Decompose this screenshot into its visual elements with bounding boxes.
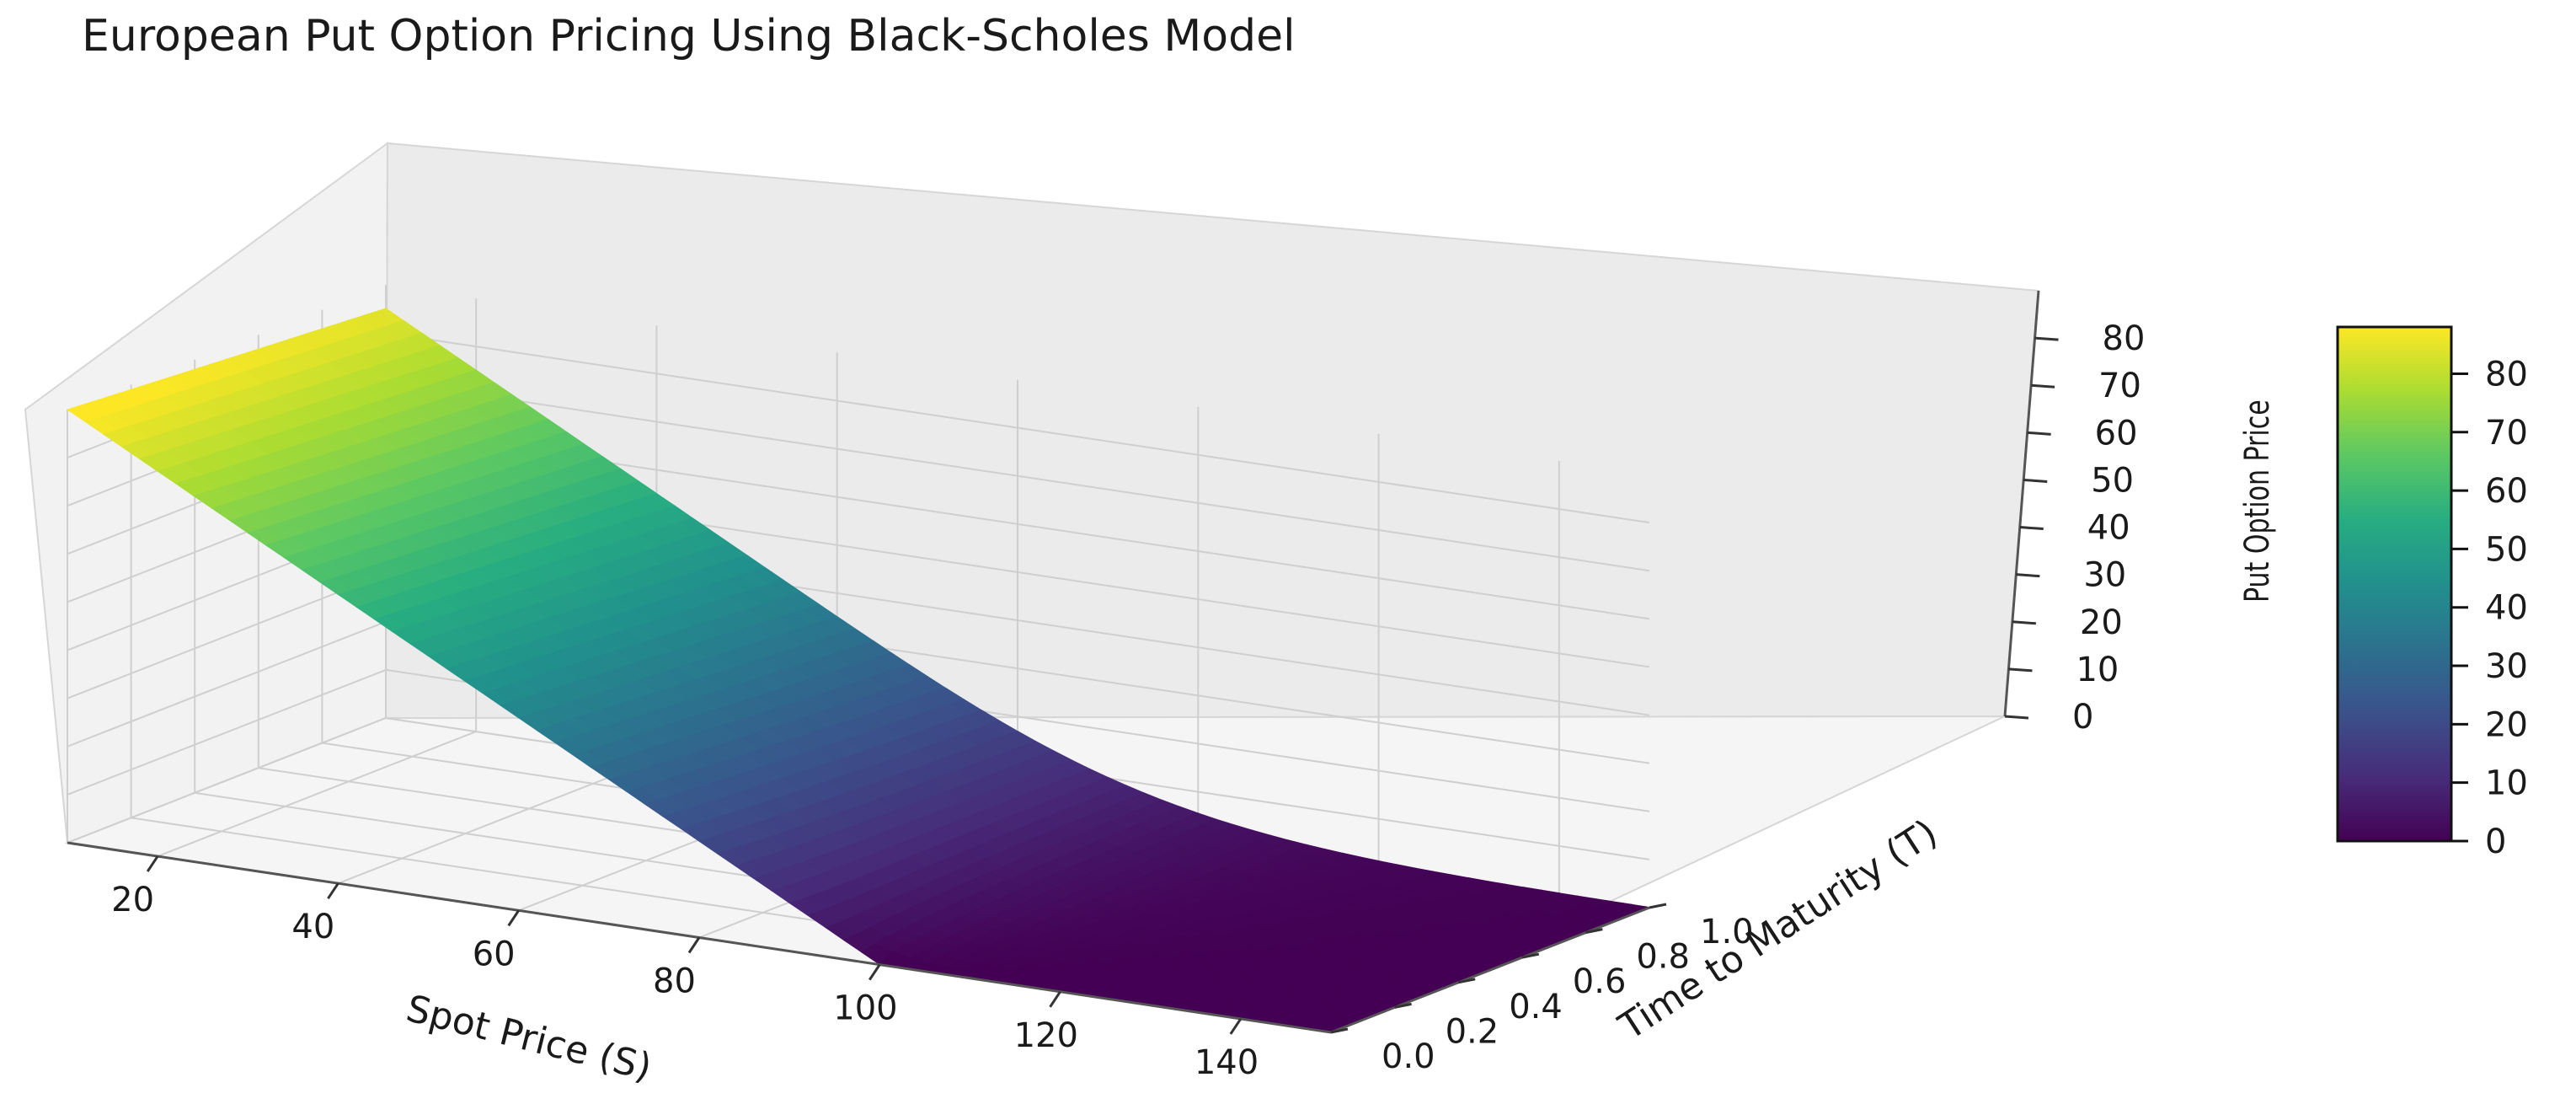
colorbar-tick-label: 50: [2485, 530, 2528, 569]
surface-plot: [67, 308, 1651, 1033]
x-tick-label: 40: [291, 908, 334, 946]
x-tick-label: 140: [1194, 1043, 1259, 1082]
z-tick-mark: [2027, 431, 2051, 436]
y-tick-mark: [1330, 1027, 1349, 1034]
y-tick-label: 1.0: [1700, 913, 1754, 951]
z-tick-label: 20: [2080, 603, 2123, 642]
back-grid-z: [385, 380, 1650, 572]
colorbar-tick-label: 30: [2485, 647, 2528, 686]
z-tick-label: 30: [2083, 556, 2126, 595]
x-tick-mark: [687, 936, 701, 954]
x-tick-label: 20: [111, 881, 154, 919]
z-tick-label: 50: [2091, 461, 2134, 500]
z-tick-mark: [2019, 526, 2044, 531]
y-axis-line: [1330, 906, 1650, 1034]
z-tick-label: 40: [2087, 509, 2130, 548]
colorbar-tick-label: 40: [2485, 589, 2528, 628]
y-tick-label: 0.8: [1636, 938, 1690, 977]
colorbar-tick-label: 0: [2485, 823, 2506, 861]
y-tick-mark: [1649, 903, 1667, 909]
z-tick-mark: [2023, 478, 2048, 483]
y-tick-mark: [1521, 952, 1540, 959]
colorbar-tick-label: 70: [2485, 414, 2528, 453]
z-tick-label: 70: [2098, 367, 2141, 405]
y-tick-mark: [1585, 928, 1603, 935]
side-grid-z: [67, 572, 387, 699]
x-axis-label: Spot Price (S): [402, 987, 655, 1089]
side-grid-z: [67, 717, 387, 844]
z-tick-label: 80: [2103, 319, 2146, 358]
y-tick-label: 0.0: [1382, 1037, 1435, 1076]
x-tick-label: 80: [653, 962, 696, 1001]
tick-labels: 20 40 60 80 100 120 140 0.0 0.2 0.4 0.60.8 1.0 0 10 20…: [111, 319, 2145, 1082]
z-tick-mark: [2008, 667, 2033, 673]
z-tick-mark: [2012, 620, 2036, 625]
back-grid-z: [385, 332, 1650, 524]
colorbar-tick-label: 80: [2485, 355, 2528, 394]
y-tick-label: 0.6: [1573, 962, 1627, 1001]
x-tick-mark: [1229, 1018, 1243, 1035]
z-tick-mark: [2034, 336, 2059, 341]
x-tick-mark: [1049, 990, 1061, 1008]
z-axis-label: Put Option Price: [2238, 399, 2277, 603]
side-grid-z: [67, 620, 387, 748]
z-tick-mark: [2031, 383, 2055, 389]
y-tick-mark: [1394, 1002, 1412, 1009]
y-tick-label: 0.4: [1509, 988, 1563, 1026]
x-tick-mark: [327, 882, 339, 900]
chart-title: European Put Option Pricing Using Black-…: [82, 11, 1296, 62]
colorbar-tick-label: 20: [2485, 705, 2528, 744]
z-axis-line: [2003, 290, 2040, 717]
x-tick-mark: [507, 909, 520, 927]
side-grid-z: [67, 668, 387, 796]
grid-lines: [67, 285, 1650, 1033]
z-tick-mark: [2016, 573, 2040, 578]
z-tick-label: 0: [2072, 698, 2093, 737]
colorbar-tick-label: 10: [2485, 764, 2528, 803]
colorbar-ticks: 0 10 20 30 40 50 60 70 80: [2451, 355, 2528, 861]
x-tick-mark: [868, 963, 881, 981]
x-tick-label: 60: [473, 935, 516, 973]
y-tick-label: 0.2: [1446, 1012, 1499, 1051]
floor-grid-s: [338, 758, 657, 885]
z-tick-mark: [2004, 715, 2029, 720]
y-tick-mark: [1457, 978, 1476, 984]
z-tick-label: 60: [2095, 414, 2138, 453]
colorbar-tick-label: 60: [2485, 472, 2528, 511]
floor-grid-s: [157, 731, 477, 858]
x-tick-label: 120: [1014, 1016, 1078, 1055]
x-tick-label: 100: [833, 989, 897, 1028]
colorbar: [2336, 325, 2453, 843]
x-tick-mark: [146, 855, 159, 872]
z-tick-label: 10: [2076, 651, 2119, 689]
